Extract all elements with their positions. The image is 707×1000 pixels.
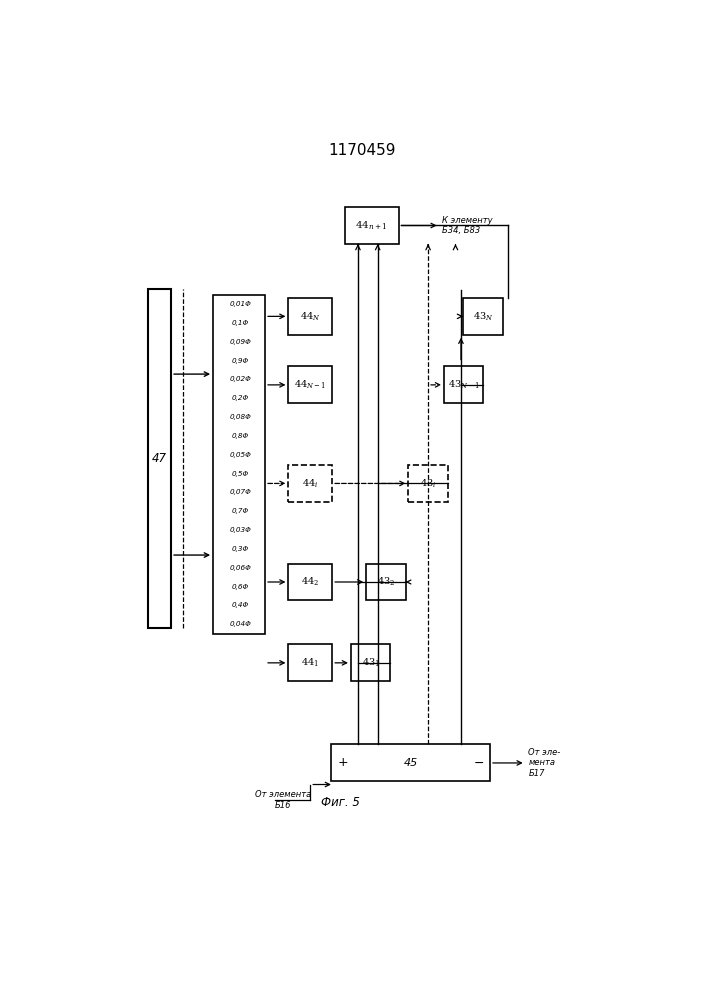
Text: $44_{N-1}$: $44_{N-1}$	[294, 379, 327, 391]
Text: 45: 45	[404, 758, 418, 768]
Bar	[288, 564, 332, 600]
Text: $44_1$: $44_1$	[301, 657, 320, 669]
Text: 0,7Φ: 0,7Φ	[231, 508, 249, 514]
Text: −: −	[474, 756, 484, 769]
Text: 0,1Φ: 0,1Φ	[231, 320, 249, 326]
Text: 47: 47	[152, 452, 167, 465]
Bar	[331, 744, 490, 781]
Bar	[351, 644, 390, 681]
Bar	[288, 298, 332, 335]
Text: $43_N$: $43_N$	[472, 310, 493, 323]
Bar	[288, 366, 332, 403]
Bar	[345, 207, 399, 244]
Text: 0,06Φ: 0,06Φ	[229, 565, 251, 571]
Text: 0,4Φ: 0,4Φ	[231, 602, 249, 608]
Text: 0,02Φ: 0,02Φ	[229, 376, 251, 382]
Text: 0,03Φ: 0,03Φ	[229, 527, 251, 533]
Bar	[288, 465, 332, 502]
Text: 0,07Φ: 0,07Φ	[229, 489, 251, 495]
Text: 0,9Φ: 0,9Φ	[231, 358, 249, 364]
Text: 0,8Φ: 0,8Φ	[231, 433, 249, 439]
Bar	[213, 295, 265, 634]
Text: 1170459: 1170459	[329, 143, 396, 158]
Text: 0,3Φ: 0,3Φ	[231, 546, 249, 552]
Text: 0,05Φ: 0,05Φ	[229, 452, 251, 458]
Text: 0,09Φ: 0,09Φ	[229, 339, 251, 345]
Text: 0,01Φ: 0,01Φ	[229, 301, 251, 307]
Bar	[409, 465, 448, 502]
Bar	[366, 564, 406, 600]
Text: $43_{N-1}$: $43_{N-1}$	[448, 379, 480, 391]
Text: $44_2$: $44_2$	[301, 576, 320, 588]
Text: +: +	[338, 756, 349, 769]
Text: 0,2Φ: 0,2Φ	[231, 395, 249, 401]
Text: От эле-
мента
Б17: От эле- мента Б17	[528, 748, 561, 778]
Text: От элемента
Б16: От элемента Б16	[255, 790, 311, 810]
Bar	[444, 366, 484, 403]
Text: 0,6Φ: 0,6Φ	[231, 584, 249, 590]
Text: $44_{n+1}$: $44_{n+1}$	[356, 219, 388, 232]
Bar	[148, 289, 171, 628]
Text: 0,5Φ: 0,5Φ	[231, 471, 249, 477]
Text: $43_1$: $43_1$	[361, 657, 380, 669]
Bar	[288, 644, 332, 681]
Bar	[463, 298, 503, 335]
Text: К элементу
Б34, Б83: К элементу Б34, Б83	[443, 216, 493, 235]
Text: $44_N$: $44_N$	[300, 310, 320, 323]
Text: $43_i$: $43_i$	[420, 477, 436, 490]
Text: $44_i$: $44_i$	[302, 477, 318, 490]
Text: Фиг. 5: Фиг. 5	[321, 796, 360, 809]
Text: 0,08Φ: 0,08Φ	[229, 414, 251, 420]
Text: $43_2$: $43_2$	[377, 576, 395, 588]
Text: 0,04Φ: 0,04Φ	[229, 621, 251, 627]
